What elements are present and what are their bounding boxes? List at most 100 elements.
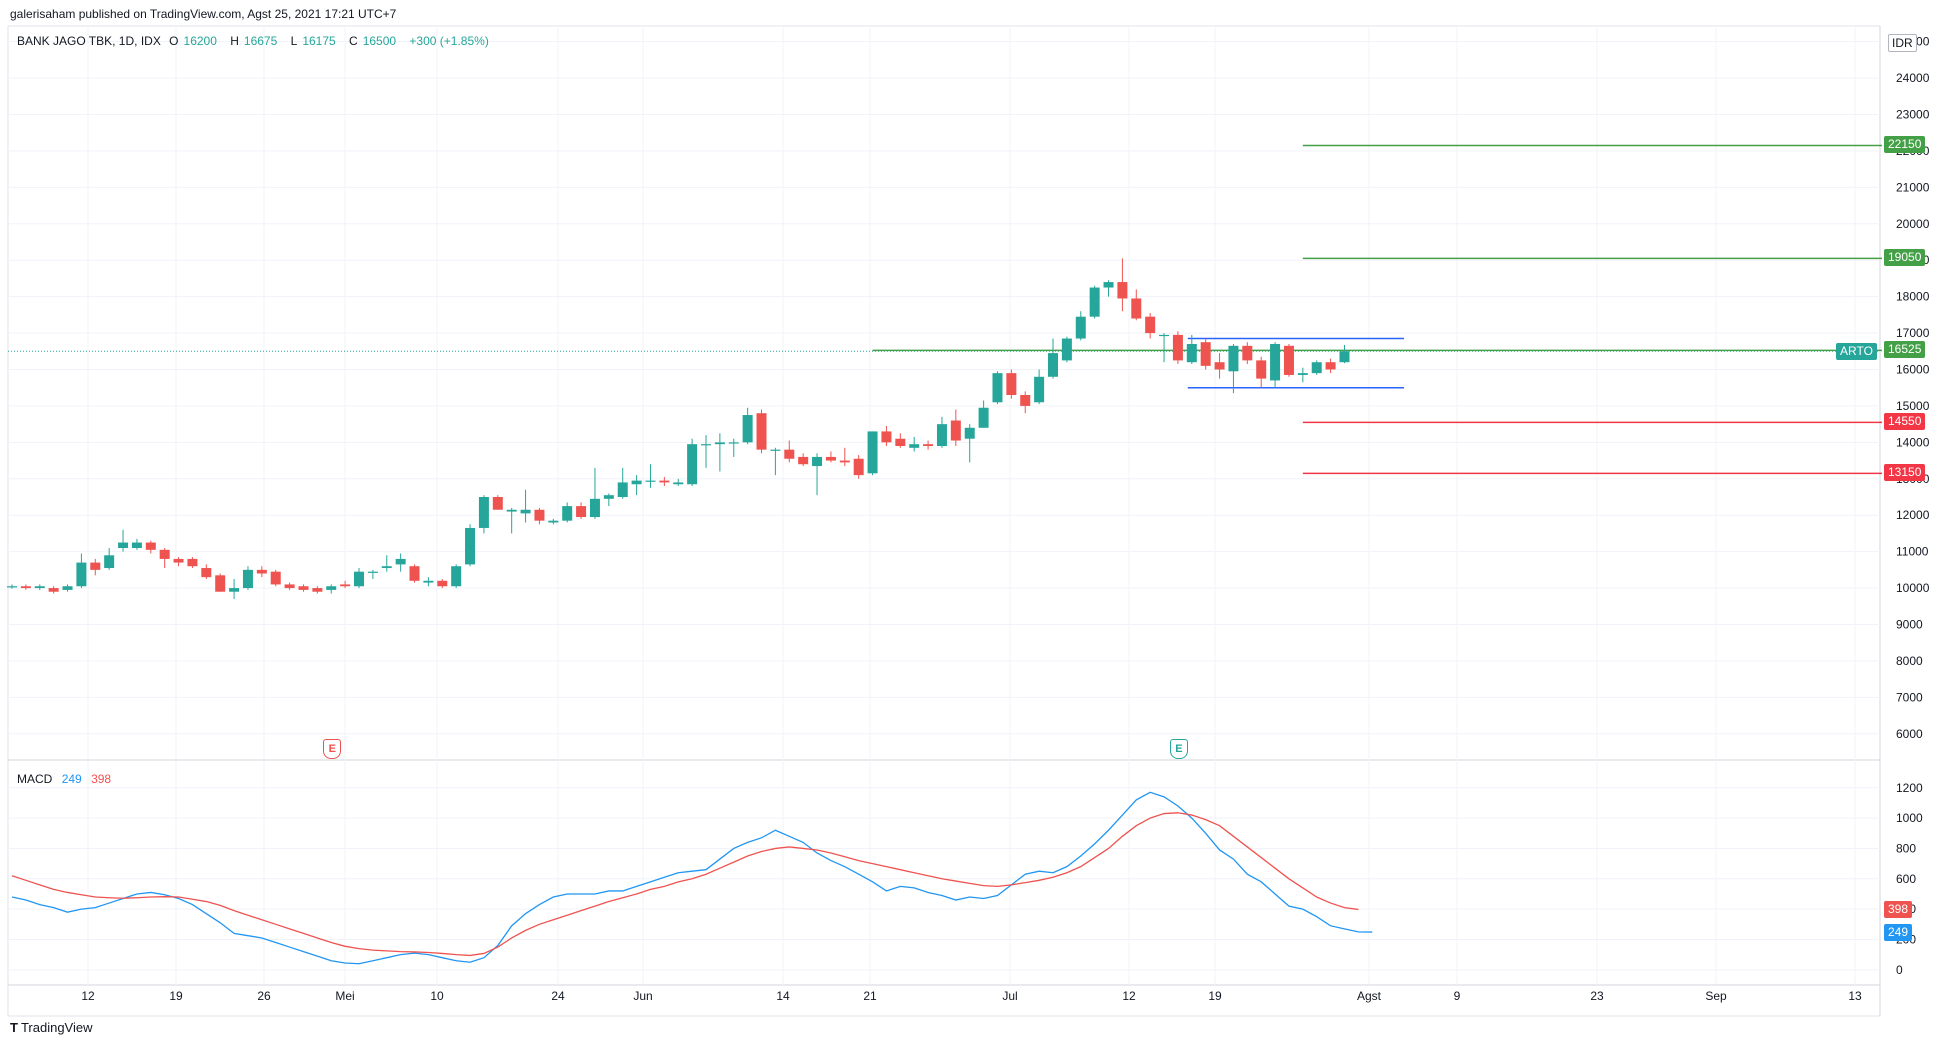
y-tick-label: 14000 [1896,435,1930,449]
candle-body [1325,362,1336,370]
candle [270,569,281,587]
candle-body [1159,334,1170,337]
candle [1297,367,1308,383]
candle-body [159,549,170,559]
candle [1075,311,1086,341]
level-price-tag: 19050 [1884,249,1926,267]
candle-body [534,509,545,521]
x-tick-label: 14 [776,989,790,1003]
low-label: L [290,34,298,48]
candle-body [242,569,253,589]
candle [284,582,295,590]
candle-body [562,506,573,521]
tv-logo-icon: T [10,1020,18,1035]
candle-body [381,566,392,569]
candle-body [229,588,240,592]
y-tick-label: 6000 [1896,727,1923,741]
x-tick-label: 12 [1122,989,1136,1003]
candle [256,566,267,578]
candle [145,540,156,554]
candle [187,557,198,569]
candle-body [173,558,184,563]
x-tick-label: Jul [1002,989,1017,1003]
earnings-marker-icon[interactable]: E [323,739,342,759]
candle [201,564,212,579]
candle-body [645,480,656,482]
candle [534,507,545,525]
candle-body [1103,282,1114,288]
candle [1242,342,1253,365]
candle [701,435,711,468]
candle [895,433,906,448]
candle-body [284,584,295,589]
candle [409,564,420,583]
y-tick-label: 12000 [1896,508,1930,522]
candle-body [701,444,711,446]
candle [395,553,406,572]
candle [617,467,628,499]
consolidation-box [1187,337,1404,389]
candle [478,495,489,534]
earnings-marker-icon[interactable]: E [1169,739,1188,759]
y-tick-label: 7000 [1896,690,1923,704]
x-tick-label: 9 [1454,989,1461,1003]
candle-body [687,444,698,485]
macd-series [11,791,1373,965]
candle [104,548,115,570]
candle-body [451,566,462,587]
open-value: 16200 [183,34,217,48]
candle-body [118,542,129,548]
candle [381,555,392,572]
candle-body [1048,353,1058,377]
candle [964,424,975,463]
macd-tick-label: 800 [1896,841,1916,855]
candle [1145,313,1156,339]
x-tick-label: 10 [430,989,444,1003]
low-value: 16175 [302,34,336,48]
currency-button[interactable]: IDR [1888,34,1917,52]
candle-body [76,562,87,587]
candle [1200,338,1211,370]
x-tick-label: 23 [1590,989,1604,1003]
candle [173,557,184,567]
candle [909,436,920,452]
high-label: H [230,34,239,48]
candle [742,407,753,445]
candle [312,586,323,594]
candle [423,577,434,587]
macd-value: 249 [61,772,82,786]
candle [1131,289,1142,321]
x-tick-label: 24 [551,989,565,1003]
candle-body [1075,316,1086,339]
candle [215,573,226,592]
signal-value-tag: 398 [1884,901,1913,919]
candle [992,371,1003,405]
candle-body [395,558,406,565]
y-tick-label: 8000 [1896,654,1923,668]
candle-body [853,458,864,476]
candle [562,502,573,523]
candle [506,507,517,534]
candle-body [770,449,781,451]
y-tick-label: 18000 [1896,290,1930,304]
candle-body [839,460,850,463]
candle-body [90,562,101,570]
candle [520,489,531,523]
x-tick-label: 26 [257,989,271,1003]
candle-body [340,584,351,587]
tv-logo-text: TradingView [20,1020,93,1035]
y-tick-label: 15000 [1896,399,1930,413]
candle [1339,344,1350,364]
candle [770,447,781,476]
candle [1311,360,1322,375]
candle [76,553,87,589]
candle [90,558,101,576]
candle-body [756,413,767,450]
candle-body [1283,345,1294,375]
candle [825,451,836,463]
candle [687,438,698,487]
y-tick-label: 21000 [1896,180,1930,194]
candle [1034,369,1045,405]
candle [48,586,59,594]
